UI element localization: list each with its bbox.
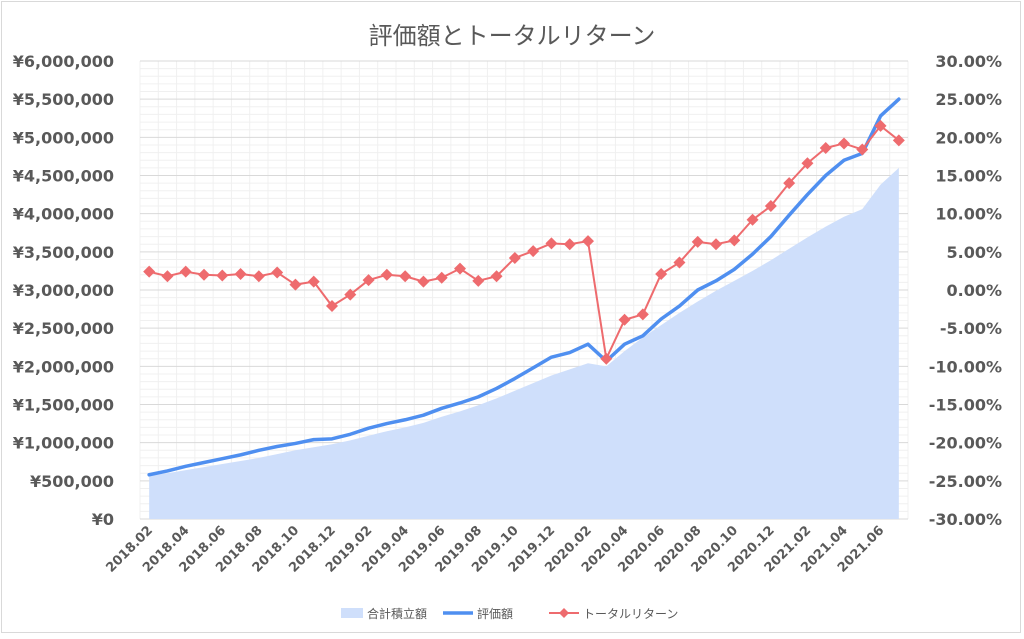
left-axis: ¥0 ¥500,000 ¥1,000,000 ¥1,500,000 ¥2,000,000… [13,52,114,529]
legend-swatch-area [341,608,363,618]
left-axis-tick-label: ¥4,000,000 [13,205,114,224]
total-return-point [746,213,759,226]
total-return-point [326,300,338,313]
total-return-point [454,262,466,275]
right-axis-tick-label: 25.00% [935,90,1002,109]
legend-swatch-diamond [559,608,569,618]
left-axis-tick-label: ¥0 [92,510,114,529]
left-axis-tick-label: ¥1,000,000 [13,434,114,453]
total-return-point [728,234,741,247]
total-return-point [143,265,156,278]
total-return-point [801,157,814,170]
left-axis-tick-label: ¥2,500,000 [13,319,114,338]
total-return-point [380,268,393,281]
total-return-point [307,275,320,288]
total-return-point [198,268,210,281]
area-series-layer [149,167,899,519]
total-return-point [783,177,796,190]
total-return-point [764,200,777,213]
legend-item-valuation: 評価額 [443,606,513,621]
total-return-point [234,267,247,280]
left-axis-tick-label: ¥4,500,000 [13,167,114,186]
total-return-point [508,251,521,264]
total-return-point [691,235,704,248]
left-axis-tick-label: ¥3,500,000 [13,243,114,262]
right-axis-tick-label: -25.00% [929,472,1002,491]
left-axis-tick-label: ¥2,000,000 [13,357,114,376]
right-axis-tick-label: -30.00% [929,510,1002,529]
total-return-point [874,119,887,132]
total-return-point [252,270,265,283]
total-return-point [289,278,302,291]
total-return-point [435,271,448,284]
total-return-point [563,238,576,251]
right-axis-tick-label: 20.00% [935,128,1002,147]
right-axis: -30.00% -25.00% -20.00% -15.00% -10.00% -5.00… [929,52,1002,529]
total-return-point [179,265,192,278]
right-axis-tick-label: 15.00% [935,167,1002,186]
right-axis-tick-label: -5.00% [940,319,1002,338]
legend: 合計積立額 評価額 トータルリターン [341,606,678,621]
legend-label: 評価額 [477,606,513,621]
total-return-point [819,142,832,155]
left-axis-tick-label: ¥1,500,000 [13,396,114,415]
right-axis-tick-label: -20.00% [929,434,1002,453]
legend-label: トータルリターン [583,607,678,621]
total-return-point [271,266,284,279]
right-axis-tick-label: -10.00% [929,357,1002,376]
total-return-point [399,270,412,283]
total-return-point [655,267,668,280]
total-return-point [362,274,375,287]
total-return-point [527,245,540,258]
total-return-point [545,237,558,250]
total-return-point [161,270,174,283]
right-axis-tick-label: 0.00% [946,281,1002,300]
right-axis-tick-label: 30.00% [935,52,1002,71]
total-return-point [472,274,485,287]
total-return-point [636,308,649,321]
total-return-point [490,270,503,283]
legend-label: 合計積立額 [367,606,427,621]
total-return-point [600,352,613,365]
left-axis-tick-label: ¥6,000,000 [13,52,114,71]
total-return-point [582,235,594,248]
left-axis-tick-label: ¥5,000,000 [13,128,114,147]
area-series-total-contribution [149,167,899,519]
total-return-point [673,256,686,269]
right-axis-tick-label: 5.00% [946,243,1002,262]
x-axis: 2018.022018.042018.062018.082018.102018.… [103,523,887,575]
total-return-point [216,269,229,282]
chart-title: 評価額とトータルリターン [369,22,656,50]
marker-layer [143,119,905,365]
right-axis-tick-label: -15.00% [929,396,1002,415]
line-series-valuation [147,97,901,477]
total-return-point [856,143,869,156]
total-return-point [618,313,631,326]
total-return-point [417,275,430,288]
right-axis-tick-label: 10.00% [935,205,1002,224]
total-return-point [892,134,905,147]
legend-item-total-return: トータルリターン [549,607,678,621]
total-return-point [344,288,357,301]
left-axis-tick-label: ¥500,000 [30,472,114,491]
left-axis-tick-label: ¥3,000,000 [13,281,114,300]
total-return-point [710,238,722,251]
left-axis-tick-label: ¥5,500,000 [13,90,114,109]
legend-item-total-contribution: 合計積立額 [341,606,427,621]
total-return-point [838,137,850,150]
